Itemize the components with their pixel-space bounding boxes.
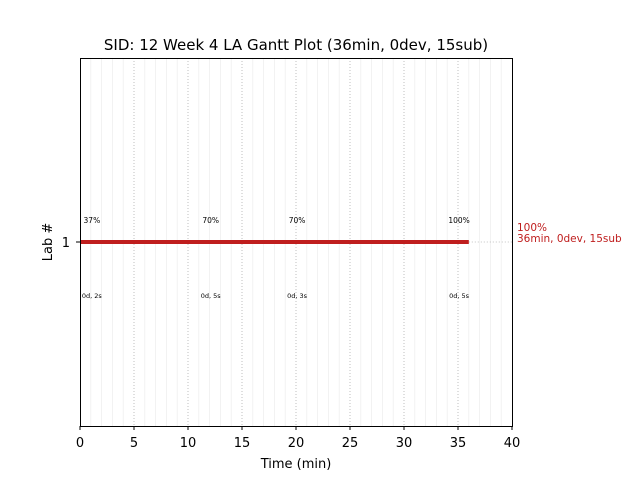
end-summary-label: 36min, 0dev, 15sub [517,233,622,245]
x-tick-label: 30 [396,436,413,451]
deviation-label: 0d, 5s [201,292,222,300]
progress-label: 37% [84,216,101,225]
y-axis: 1 [62,236,80,251]
x-axis: 0 5 10 15 20 25 30 35 40 [76,426,520,451]
deviation-label: 0d, 2s [82,292,103,300]
x-tick-label: 20 [288,436,305,451]
x-axis-label: Time (min) [260,457,332,472]
deviation-label: 0d, 3s [287,292,308,300]
x-tick-label: 40 [504,436,521,451]
y-axis-label: Lab # [41,223,56,262]
progress-label: 100% [448,216,469,225]
x-tick-label: 5 [130,436,138,451]
progress-label: 70% [289,216,306,225]
chart-title: SID: 12 Week 4 LA Gantt Plot (36min, 0de… [104,36,488,54]
deviation-label: 0d, 5s [449,292,470,300]
x-tick-label: 0 [76,436,84,451]
x-tick-label: 35 [450,436,467,451]
y-tick-label: 1 [62,236,70,251]
x-tick-label: 10 [180,436,197,451]
end-percent-label: 100% [517,222,547,234]
chart-marks: 37% 0d, 2s 70% 0d, 5s 70% 0d, 3s 100% 0d, 5s 100… [80,216,622,300]
x-tick-label: 25 [342,436,359,451]
progress-label: 70% [202,216,219,225]
x-tick-label: 15 [234,436,251,451]
